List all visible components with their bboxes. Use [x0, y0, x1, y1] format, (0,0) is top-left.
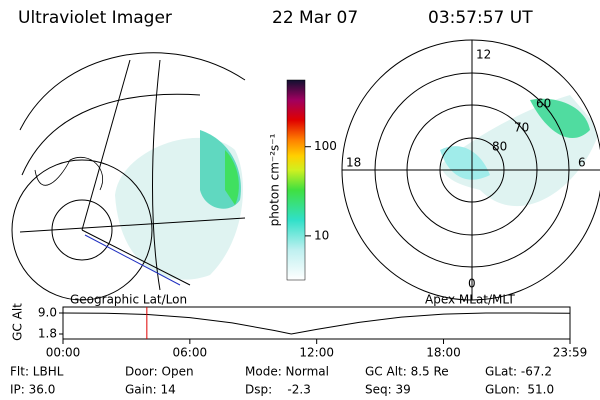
- x-tick-label: 12:00: [299, 346, 334, 360]
- geo-image: [11, 52, 246, 301]
- polar-grid: [341, 39, 600, 301]
- date: 22 Mar 07: [272, 8, 358, 28]
- info-field: Gain: 14: [125, 383, 176, 397]
- title: Ultraviolet Imager: [18, 8, 172, 28]
- info-field: Seq: 39: [365, 383, 411, 397]
- y-tick-label: 9.0: [38, 306, 57, 320]
- x-tick-label: 06:00: [173, 346, 208, 360]
- x-tick-label: 00:00: [46, 346, 81, 360]
- colorbar-tick-label: 100: [314, 139, 337, 153]
- lat-label: 70: [514, 121, 529, 135]
- mlt-label: 18: [346, 156, 361, 170]
- mlt-label: 0: [468, 277, 476, 291]
- y-tick-label: 1.8: [38, 327, 57, 341]
- x-tick-label: 18:00: [426, 346, 461, 360]
- lat-label: 60: [536, 97, 551, 111]
- alt-plot-frame: [62, 306, 571, 340]
- colorbar-tick-label: 10: [314, 228, 329, 242]
- info-field: Flt: LBHL: [10, 365, 64, 379]
- colorbar-label: photon cm⁻²s⁻¹: [268, 133, 282, 226]
- x-tick-label: 23:59: [553, 346, 588, 360]
- info-field: GLat: -67.2: [485, 365, 552, 379]
- polar-image: [440, 95, 600, 207]
- info-field: Door: Open: [125, 365, 194, 379]
- mlt-label: 6: [578, 156, 586, 170]
- mlt-label: 12: [476, 48, 491, 62]
- lat-label: 80: [492, 140, 507, 154]
- right-label: Apex MLat/MLT: [425, 293, 515, 307]
- info-field: GC Alt: 8.5 Re: [365, 365, 449, 379]
- colorbar: [286, 79, 306, 281]
- time: 03:57:57 UT: [428, 8, 533, 28]
- altitude-curve: [62, 312, 571, 335]
- left-label: Geographic Lat/Lon: [70, 293, 187, 307]
- info-field: GLon: 51.0: [485, 383, 554, 397]
- info-field: IP: 36.0: [10, 383, 55, 397]
- info-field: Mode: Normal: [245, 365, 329, 379]
- info-field: Dsp: -2.3: [245, 383, 311, 397]
- alt-ylabel: GC Alt: [11, 303, 25, 341]
